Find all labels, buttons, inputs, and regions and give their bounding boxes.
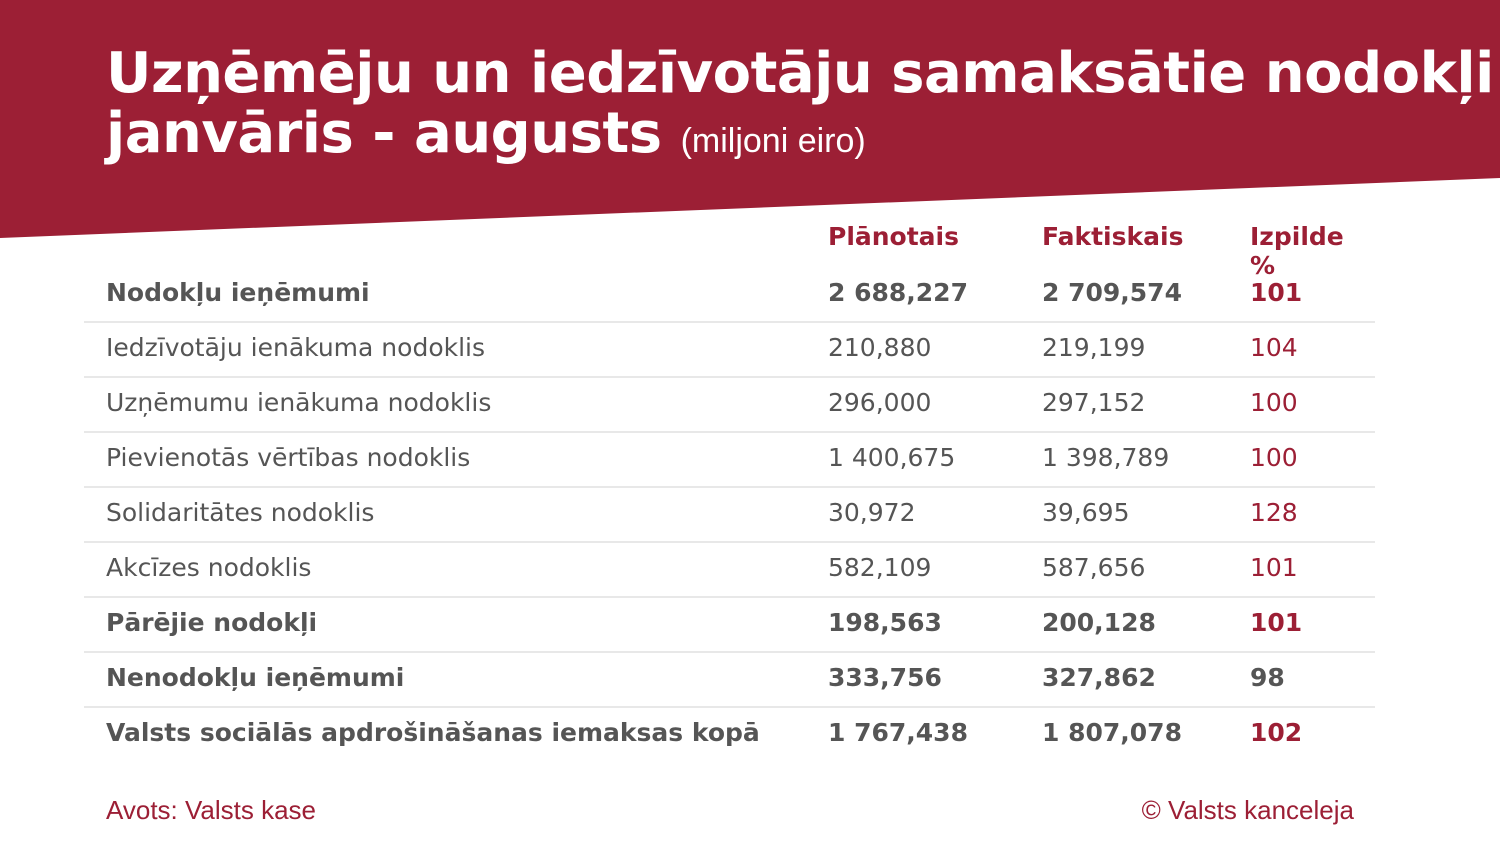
row-actual: 327,862 <box>1042 663 1156 692</box>
row-planned: 198,563 <box>828 608 942 637</box>
row-planned: 2 688,227 <box>828 278 968 307</box>
table-row: Valsts sociālās apdrošināšanas iemaksas … <box>84 708 1375 761</box>
row-planned: 1 767,438 <box>828 718 968 747</box>
row-label: Nenodokļu ieņēmumi <box>106 663 405 692</box>
table-row: Nodokļu ieņēmumi 2 688,227 2 709,574 101 <box>84 268 1375 323</box>
row-actual: 219,199 <box>1042 333 1146 362</box>
copyright-note: © Valsts kanceleja <box>1141 795 1354 825</box>
table-row: Pievienotās vērtības nodoklis 1 400,675 … <box>84 433 1375 488</box>
row-planned: 1 400,675 <box>828 443 956 472</box>
row-percent: 100 <box>1250 388 1298 417</box>
column-header-percent: Izpilde % <box>1250 222 1344 280</box>
table-header: Plānotais Faktiskais Izpilde % <box>84 220 1375 280</box>
tax-table: Plānotais Faktiskais Izpilde % Nodokļu i… <box>84 220 1375 761</box>
table-row: Nenodokļu ieņēmumi 333,756 327,862 98 <box>84 653 1375 708</box>
row-actual: 1 398,789 <box>1042 443 1170 472</box>
row-percent: 102 <box>1250 718 1303 747</box>
column-header-planned: Plānotais <box>828 222 960 251</box>
row-label: Akcīzes nodoklis <box>106 553 312 582</box>
row-actual: 2 709,574 <box>1042 278 1182 307</box>
row-percent: 101 <box>1250 608 1303 637</box>
source-note: Avots: Valsts kase <box>106 795 317 825</box>
row-actual: 297,152 <box>1042 388 1146 417</box>
row-percent: 101 <box>1250 553 1298 582</box>
title-unit: (miljoni eiro) <box>680 122 866 160</box>
row-actual: 200,128 <box>1042 608 1156 637</box>
column-header-actual: Faktiskais <box>1042 222 1184 251</box>
row-planned: 582,109 <box>828 553 932 582</box>
row-percent: 104 <box>1250 333 1298 362</box>
row-label: Uzņēmumu ienākuma nodoklis <box>106 388 492 417</box>
row-percent: 101 <box>1250 278 1303 307</box>
page-title: Uzņēmēju un iedzīvotāju samaksātie nodok… <box>106 44 1494 171</box>
row-label: Nodokļu ieņēmumi <box>106 278 370 307</box>
row-label: Valsts sociālās apdrošināšanas iemaksas … <box>106 718 760 747</box>
table-row: Iedzīvotāju ienākuma nodoklis 210,880 21… <box>84 323 1375 378</box>
banner-background <box>0 0 1500 238</box>
row-percent: 100 <box>1250 443 1298 472</box>
row-actual: 587,656 <box>1042 553 1146 582</box>
row-planned: 30,972 <box>828 498 916 527</box>
row-planned: 210,880 <box>828 333 932 362</box>
header-banner <box>0 0 1500 240</box>
table-row: Solidaritātes nodoklis 30,972 39,695 128 <box>84 488 1375 543</box>
row-label: Pievienotās vērtības nodoklis <box>106 443 471 472</box>
table-row: Akcīzes nodoklis 582,109 587,656 101 <box>84 543 1375 598</box>
row-actual: 1 807,078 <box>1042 718 1182 747</box>
row-planned: 296,000 <box>828 388 932 417</box>
row-label: Pārējie nodokļi <box>106 608 318 637</box>
title-line-2: janvāris - augusts <box>106 101 662 166</box>
table-row: Pārējie nodokļi 198,563 200,128 101 <box>84 598 1375 653</box>
row-label: Iedzīvotāju ienākuma nodoklis <box>106 333 486 362</box>
row-planned: 333,756 <box>828 663 942 692</box>
row-actual: 39,695 <box>1042 498 1130 527</box>
title-line-1: Uzņēmēju un iedzīvotāju samaksātie nodok… <box>106 41 1494 106</box>
row-percent: 128 <box>1250 498 1298 527</box>
table-row: Uzņēmumu ienākuma nodoklis 296,000 297,1… <box>84 378 1375 433</box>
row-percent: 98 <box>1250 663 1285 692</box>
row-label: Solidaritātes nodoklis <box>106 498 375 527</box>
